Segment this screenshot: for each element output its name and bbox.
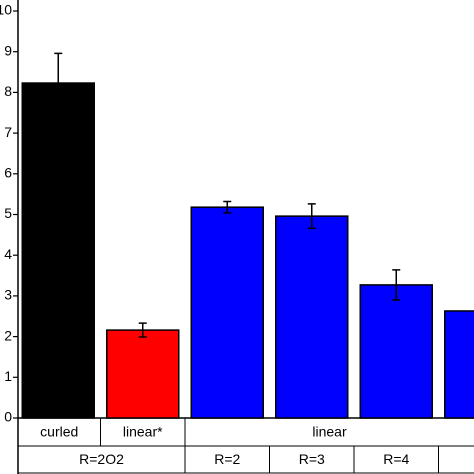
bar (359, 284, 433, 419)
y-tick-label: 6 (4, 165, 12, 181)
y-tick-label: 3 (4, 287, 12, 303)
y-tick-label: 10 (0, 2, 12, 18)
y-tick-label: 8 (4, 83, 12, 99)
bar (275, 215, 349, 419)
error-bar (138, 322, 147, 338)
y-tick-label: 1 (4, 368, 12, 384)
error-bar (307, 203, 316, 230)
category-label: R=2 (214, 451, 240, 467)
error-bar (223, 200, 232, 214)
category-label: R=3 (299, 451, 325, 467)
y-tick-label: 0 (4, 409, 12, 425)
y-tick-label: 7 (4, 124, 12, 140)
y-tick-label: 5 (4, 205, 12, 221)
bar (21, 82, 95, 419)
error-bar (392, 269, 401, 301)
y-tick-label: 4 (4, 246, 12, 262)
category-label: linear (312, 424, 347, 440)
bar (106, 329, 180, 419)
category-label: curled (40, 424, 78, 440)
y-tick-label: 9 (4, 42, 12, 58)
bar (444, 310, 474, 419)
error-bar (54, 52, 63, 114)
bar (190, 206, 264, 419)
category-label: R=4 (383, 451, 409, 467)
category-label: linear* (123, 424, 163, 440)
y-tick-label: 2 (4, 327, 12, 343)
category-label: R=2O2 (79, 451, 124, 467)
